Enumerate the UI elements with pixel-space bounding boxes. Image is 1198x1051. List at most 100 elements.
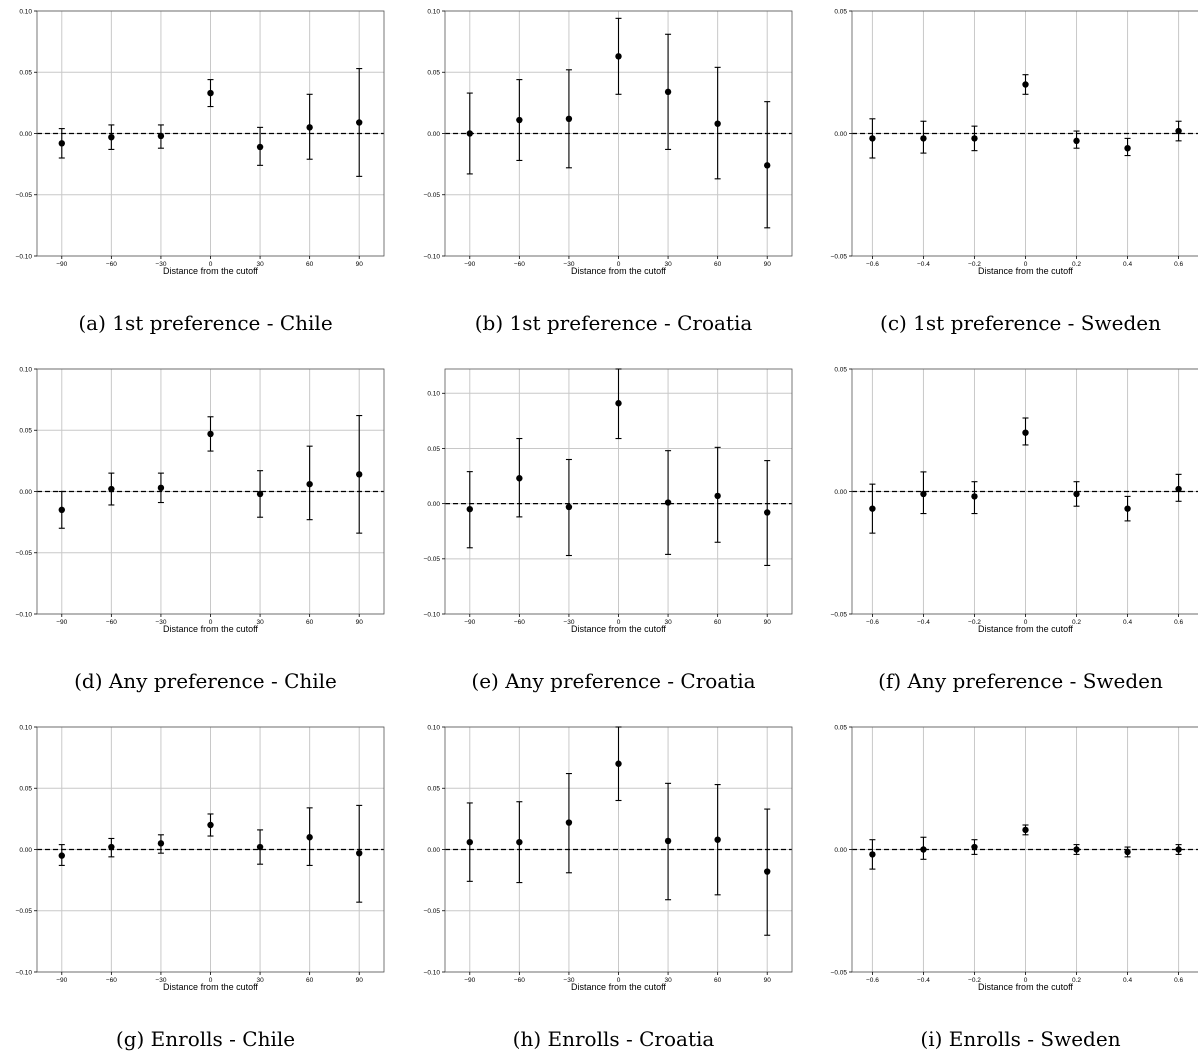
y-tick-label: −0.05 (831, 611, 848, 618)
data-point-group (764, 460, 771, 566)
x-tick-label: 60 (306, 977, 314, 984)
point-estimate (306, 124, 313, 131)
x-tick-label: −0.6 (866, 977, 879, 984)
point-estimate (615, 760, 622, 767)
data-point-group (714, 784, 721, 896)
point-estimate (306, 834, 313, 841)
x-tick-label: 90 (764, 261, 772, 268)
point-estimate (920, 846, 927, 853)
x-tick-label: −30 (155, 619, 166, 626)
x-axis-title: Distance from the cutoff (163, 624, 258, 634)
x-tick-label: −60 (514, 977, 525, 984)
y-tick-label: −0.05 (424, 908, 441, 915)
x-tick-label: 0.4 (1123, 977, 1132, 984)
point-estimate (207, 821, 214, 829)
panel-5: −90 −60 −30 0 30 60 90 −0.10 −0.05 0.00 0.05 0.10 Di… (424, 368, 793, 693)
point-estimate (516, 838, 523, 846)
y-tick-label: 0.05 (427, 786, 440, 793)
y-tick-label: 0.00 (427, 847, 440, 854)
x-tick-label: 0.4 (1123, 619, 1132, 626)
data-point-group (466, 802, 473, 882)
point-estimate (108, 133, 115, 141)
point-estimate (1124, 505, 1131, 512)
data-point-group (1175, 844, 1182, 855)
data-point-group (256, 126, 264, 166)
x-tick-label: 30 (256, 261, 264, 268)
data-point-group (58, 128, 65, 159)
data-point-group (108, 124, 115, 150)
data-point-group (58, 490, 65, 529)
point-estimate (1175, 846, 1182, 853)
data-point-group (1073, 130, 1080, 149)
data-point-group (615, 17, 622, 95)
x-tick-label: −0.4 (917, 619, 930, 626)
x-axis-title: Distance from the cutoff (571, 982, 666, 992)
x-tick-label: −0.2 (968, 261, 981, 268)
panel-caption: (b) 1st preference - Croatia (475, 311, 753, 335)
data-point-group (615, 726, 622, 802)
point-estimate (869, 505, 876, 512)
point-estimate (1124, 145, 1131, 152)
x-tick-label: 90 (764, 977, 772, 984)
x-axis-title: Distance from the cutoff (571, 624, 666, 634)
y-tick-label: 0.05 (19, 70, 32, 77)
point-estimate (356, 471, 363, 478)
y-tick-label: 0.05 (834, 8, 847, 15)
point-estimate (1022, 826, 1029, 834)
data-point-group (108, 837, 115, 858)
data-point-group (1124, 137, 1131, 157)
point-estimate (764, 509, 771, 516)
y-tick-label: 0.10 (427, 391, 440, 398)
data-point-group (306, 807, 313, 866)
y-tick-label: 0.10 (427, 8, 440, 15)
data-point-group (1022, 417, 1029, 446)
point-estimate (1175, 485, 1182, 493)
x-tick-label: −90 (56, 261, 67, 268)
y-tick-label: 0.00 (834, 847, 847, 854)
x-tick-label: −0.6 (866, 261, 879, 268)
point-estimate (108, 485, 115, 493)
panel-caption: (f) Any preference - Sweden (878, 669, 1163, 693)
point-estimate (256, 143, 264, 151)
point-estimate (58, 140, 65, 147)
data-point-group (516, 79, 523, 161)
y-tick-label: 0.05 (427, 446, 440, 453)
point-estimate (1124, 848, 1131, 856)
panel-7: −90 −60 −30 0 30 60 90 −0.10 −0.05 0.00 0.05 0.10 Di… (16, 724, 385, 1051)
point-estimate (920, 135, 927, 142)
x-tick-label: 60 (306, 261, 314, 268)
data-point-group (869, 118, 876, 159)
x-tick-label: 0 (617, 261, 621, 268)
point-estimate (256, 490, 264, 498)
y-tick-label: 0.00 (427, 131, 440, 138)
x-tick-label: 60 (714, 977, 722, 984)
data-point-group (466, 92, 473, 175)
x-tick-label: −0.2 (968, 619, 981, 626)
data-point-group (920, 836, 927, 860)
x-tick-label: −90 (464, 261, 475, 268)
y-tick-label: −0.05 (831, 969, 848, 976)
data-point-group (869, 483, 876, 534)
y-tick-label: −0.05 (16, 908, 33, 915)
data-point-group (1073, 481, 1080, 507)
point-estimate (58, 852, 65, 859)
x-tick-label: −30 (155, 977, 166, 984)
x-tick-label: −90 (464, 619, 475, 626)
data-point-group (516, 801, 523, 884)
data-point-group (764, 808, 771, 936)
y-tick-label: −0.05 (831, 253, 848, 260)
data-point-group (615, 368, 622, 440)
point-estimate (714, 492, 721, 500)
x-tick-label: 0.2 (1072, 977, 1081, 984)
x-tick-label: −60 (106, 619, 117, 626)
x-tick-label: −60 (106, 261, 117, 268)
x-tick-label: 90 (764, 619, 772, 626)
x-tick-label: −0.6 (866, 619, 879, 626)
x-tick-label: −30 (563, 977, 574, 984)
y-tick-label: 0.10 (19, 8, 32, 15)
panel-caption: (g) Enrolls - Chile (116, 1027, 295, 1051)
x-tick-label: 90 (356, 977, 364, 984)
point-estimate (1073, 137, 1080, 145)
y-tick-label: −0.10 (16, 253, 33, 260)
y-tick-label: −0.10 (424, 611, 441, 618)
